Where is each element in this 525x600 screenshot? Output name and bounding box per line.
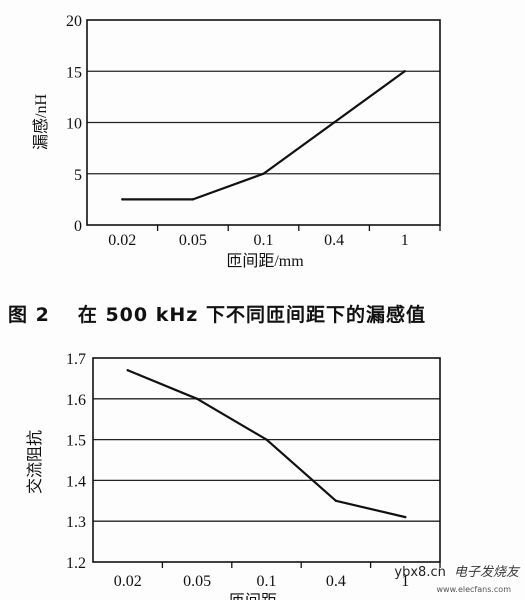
- watermark: ybx8.cn 电子发烧友: [394, 561, 519, 580]
- chart1-x-tick-label: 0.05: [179, 232, 207, 249]
- chart2-data-point: [265, 438, 268, 441]
- chart1-y-axis-label: 漏感/nH: [32, 94, 50, 150]
- chart1-x-tick-label: 0.4: [324, 232, 344, 249]
- chart1-x-tick-label: 0.1: [254, 232, 274, 249]
- figure-caption-text: 在 500 kHz 下不同匝间距下的漏感值: [77, 304, 426, 326]
- chart1-y-ticks: 0 5 10 15 20: [66, 13, 82, 235]
- chart1-x-ticks: 0.02 0.05 0.1 0.4 1: [108, 225, 441, 249]
- chart2-data-point: [126, 369, 129, 372]
- chart2-y-axis-label: 交流阻抗: [26, 430, 44, 494]
- chart1-data-point: [262, 172, 265, 175]
- chart1-y-tick-label: 0: [74, 218, 82, 235]
- chart2-x-tick-label: 0.4: [326, 573, 346, 590]
- chart2-y-tick-label: 1.7: [66, 351, 86, 368]
- leakage-inductance-chart: 0 5 10 15 20 0.02 0.05 0.1 0.4 1 漏感/nH 匝间距/mm: [32, 13, 441, 270]
- chart2-grid: [93, 398, 440, 522]
- chart2-x-ticks: 0.02 0.05 0.1 0.4 1: [114, 562, 441, 590]
- chart1-x-tick-label: 0.02: [108, 232, 136, 249]
- chart1-y-tick-label: 10: [66, 116, 82, 133]
- chart2-frame: [92, 357, 441, 563]
- chart2-series-line: [127, 369, 406, 519]
- watermark-brand: 电子发烧友: [453, 565, 519, 580]
- chart2-y-tick-label: 1.6: [66, 392, 86, 409]
- chart2-x-axis-label: 匝间距: [229, 592, 277, 600]
- chart1-frame: [86, 19, 441, 226]
- watermark-url: www.elecfans.com: [436, 585, 512, 594]
- chart1-grid: [87, 70, 440, 175]
- chart2-x-tick-label: 0.05: [183, 573, 211, 590]
- figure-number: 图 2: [8, 304, 50, 326]
- chart1-data-point: [121, 198, 124, 201]
- chart1-y-tick-label: 20: [66, 13, 82, 30]
- chart2-x-tick-label: 0.02: [114, 573, 142, 590]
- chart1-data-point: [403, 70, 406, 73]
- chart1-y-tick-label: 15: [66, 64, 82, 81]
- ac-impedance-chart: 1.21.31.41.51.61.7 0.02 0.05 0.1 0.4 1 交流阻抗 …: [26, 351, 441, 600]
- chart1-series-line: [122, 70, 406, 201]
- chart2-y-tick-label: 1.2: [66, 555, 86, 572]
- chart2-y-tick-label: 1.4: [66, 473, 86, 490]
- chart2-data-point: [334, 499, 338, 502]
- chart2-data-point: [404, 515, 407, 519]
- chart2-y-ticks: 1.2 1.3 1.4 1.5 1.6 1.7: [66, 351, 86, 572]
- chart1-plot-border: [86, 19, 441, 226]
- chart1-data-point: [191, 198, 195, 201]
- watermark-site: ybx8.cn: [394, 565, 446, 580]
- chart2-series: [126, 369, 407, 519]
- chart1-y-tick-label: 5: [74, 167, 82, 184]
- chart1-x-tick-label: 1: [401, 232, 409, 249]
- chart2-plot-border: [92, 357, 441, 563]
- chart2-data-point: [195, 397, 199, 400]
- chart1-data-point: [332, 121, 336, 124]
- chart2-x-tick-label: 1: [401, 573, 409, 590]
- chart1-x-axis-label: 匝间距/mm: [226, 252, 304, 270]
- chart2-x-tick-label: 0.1: [257, 573, 277, 590]
- chart1-series: [121, 70, 406, 201]
- chart2-y-tick-label: 1.5: [66, 433, 86, 450]
- chart2-y-tick-label: 1.3: [66, 514, 86, 531]
- figure-caption: 图 2 在 500 kHz 下不同匝间距下的漏感值: [0, 300, 525, 327]
